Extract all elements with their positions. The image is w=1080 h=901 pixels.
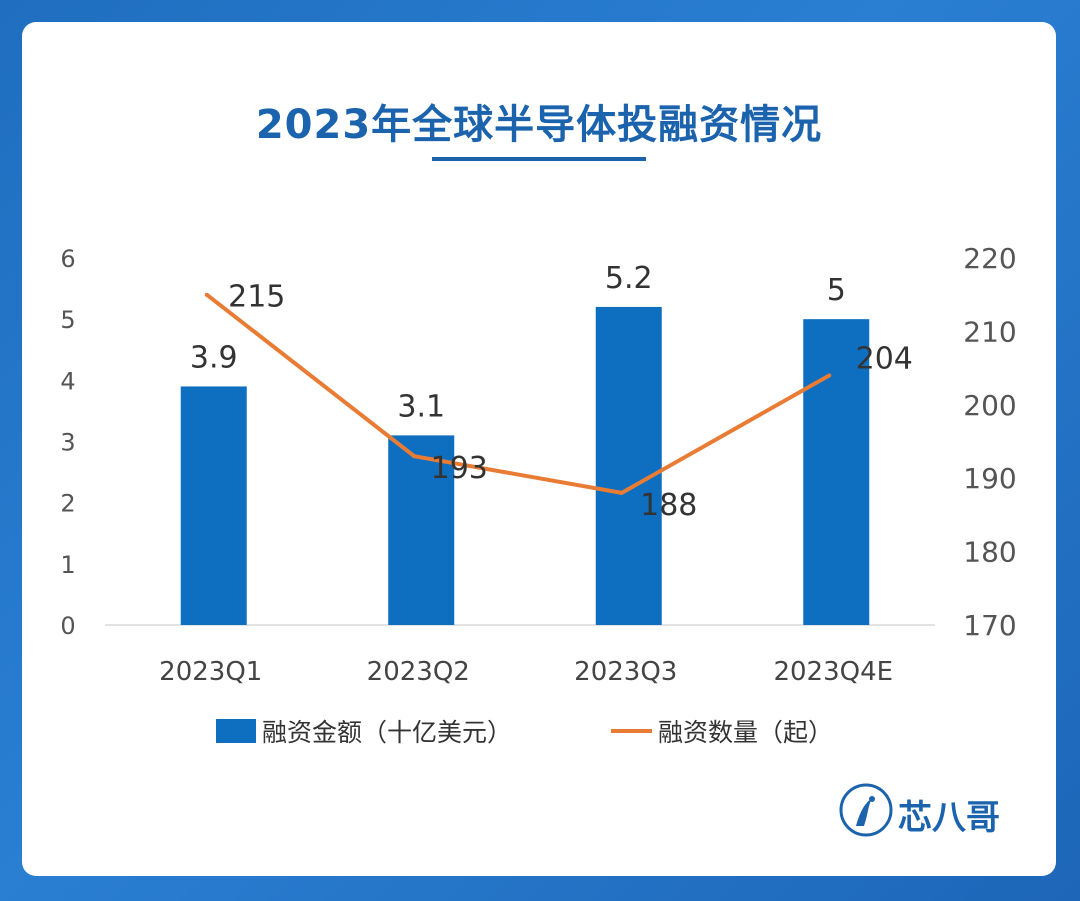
category-label: 2023Q4E <box>773 657 893 687</box>
legend: 融资金额（十亿美元） 融资数量（起） <box>216 718 833 747</box>
brand-logo: 芯八哥 <box>838 782 1018 842</box>
category-label: 2023Q1 <box>159 657 262 687</box>
line-value-label: 204 <box>856 341 913 376</box>
right-axis: 170 180 190 200 210 220 <box>963 242 1016 642</box>
title-underline <box>432 157 646 161</box>
left-tick-label: 4 <box>60 367 75 395</box>
line-value-label: 215 <box>228 280 285 315</box>
legend-bar-label: 融资金额（十亿美元） <box>262 718 512 747</box>
right-tick-label: 220 <box>963 242 1016 275</box>
right-tick-label: 180 <box>963 536 1016 569</box>
right-tick-label: 200 <box>963 389 1016 422</box>
bar-labels: 3.9 3.1 5.2 5 <box>190 261 846 424</box>
right-tick-label: 170 <box>963 609 1016 642</box>
bar <box>803 319 870 625</box>
heron-logo-icon <box>839 783 893 837</box>
bar-value-label: 3.1 <box>397 389 445 424</box>
category-label: 2023Q2 <box>367 657 470 687</box>
left-tick-label: 2 <box>60 490 75 518</box>
line-value-label: 193 <box>431 451 488 486</box>
right-tick-label: 190 <box>963 462 1016 495</box>
category-label: 2023Q3 <box>574 657 677 687</box>
bar-series <box>180 306 870 625</box>
bar <box>388 435 455 625</box>
bar-value-label: 5.2 <box>605 261 653 296</box>
left-tick-label: 6 <box>60 245 75 273</box>
line-point <box>619 490 624 495</box>
left-tick-label: 1 <box>60 551 75 579</box>
legend-line-label: 融资数量（起） <box>658 718 833 747</box>
bar <box>180 386 247 625</box>
left-tick-label: 3 <box>60 429 75 457</box>
category-labels: 2023Q1 2023Q2 2023Q3 2023Q4E <box>159 657 893 687</box>
chart-title: 2023年全球半导体投融资情况 <box>255 102 823 148</box>
line-series <box>205 293 831 495</box>
left-tick-label: 5 <box>60 306 75 334</box>
legend-bar-swatch <box>216 719 256 743</box>
line-value-label: 188 <box>640 488 697 523</box>
right-tick-label: 210 <box>963 315 1016 348</box>
bar-value-label: 5 <box>827 273 846 308</box>
line-point <box>204 292 209 297</box>
left-tick-label: 0 <box>60 612 75 640</box>
line-point <box>412 454 417 459</box>
bar <box>595 306 662 625</box>
line-point <box>827 373 832 378</box>
line-labels: 215 193 188 204 <box>204 280 913 523</box>
bar-value-label: 3.9 <box>190 340 238 375</box>
brand-logo-text: 芯八哥 <box>898 798 1000 838</box>
left-axis: 0 1 2 3 4 5 6 <box>60 245 75 640</box>
